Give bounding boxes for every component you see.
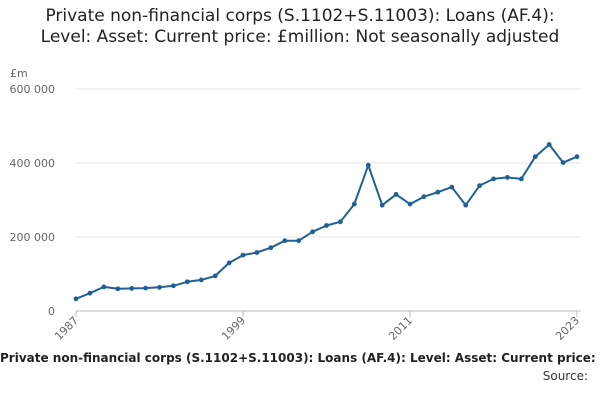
y-tick-label: 400 000	[10, 157, 56, 170]
data-point[interactable]	[101, 284, 107, 290]
y-axis-unit-label: £m	[10, 67, 28, 80]
data-point[interactable]	[574, 154, 580, 160]
data-point[interactable]	[379, 202, 385, 208]
data-point[interactable]	[532, 154, 538, 160]
data-point[interactable]	[240, 252, 246, 258]
data-point[interactable]	[184, 279, 190, 285]
data-point[interactable]	[449, 184, 455, 190]
x-tick-label: 1987	[52, 314, 81, 343]
y-tick-label: 0	[48, 305, 55, 318]
data-point[interactable]	[212, 273, 218, 279]
data-point[interactable]	[296, 238, 302, 244]
axes: 0 200 000 400 000 600 000 1987 1999 2011 2023	[10, 83, 583, 343]
data-point[interactable]	[546, 142, 552, 147]
data-point[interactable]	[310, 229, 315, 235]
gridlines	[76, 88, 581, 312]
y-tick-label: 200 000	[10, 231, 56, 244]
data-point[interactable]	[407, 201, 413, 207]
data-point[interactable]	[393, 192, 399, 197]
x-tick-label: 1999	[219, 314, 248, 343]
data-point[interactable]	[477, 183, 482, 189]
data-point[interactable]	[491, 176, 496, 182]
data-point[interactable]	[505, 175, 510, 180]
data-point[interactable]	[226, 260, 232, 266]
data-point[interactable]	[129, 286, 135, 291]
series-line	[75, 143, 578, 300]
y-tick-label: 600 000	[10, 83, 56, 96]
x-tick-label: 2023	[553, 314, 582, 343]
data-point[interactable]	[73, 296, 79, 302]
data-point[interactable]	[171, 283, 176, 289]
data-point[interactable]	[351, 201, 357, 207]
data-point[interactable]	[435, 189, 441, 195]
series-points-layer[interactable]	[73, 142, 580, 302]
data-point[interactable]	[198, 277, 204, 283]
data-point[interactable]	[560, 160, 566, 166]
data-point[interactable]	[338, 219, 343, 225]
data-point[interactable]	[324, 223, 329, 228]
chart-caption: Private non-financial corps (S.1102+S.11…	[0, 351, 600, 365]
data-point[interactable]	[254, 250, 260, 255]
chart-title: Private non-financial corps (S.1102+S.11…	[40, 6, 560, 47]
data-point[interactable]	[115, 286, 121, 292]
series-line-layer	[75, 143, 578, 300]
data-point[interactable]	[282, 238, 288, 244]
data-point[interactable]	[143, 285, 149, 291]
x-tick-label: 2011	[386, 314, 415, 343]
data-point[interactable]	[268, 245, 274, 251]
data-point[interactable]	[157, 284, 162, 290]
data-point[interactable]	[87, 290, 93, 296]
source-label: Source:	[542, 369, 588, 383]
data-point[interactable]	[463, 202, 469, 208]
data-point[interactable]	[518, 176, 524, 182]
data-point[interactable]	[421, 194, 427, 200]
data-point[interactable]	[365, 162, 371, 168]
